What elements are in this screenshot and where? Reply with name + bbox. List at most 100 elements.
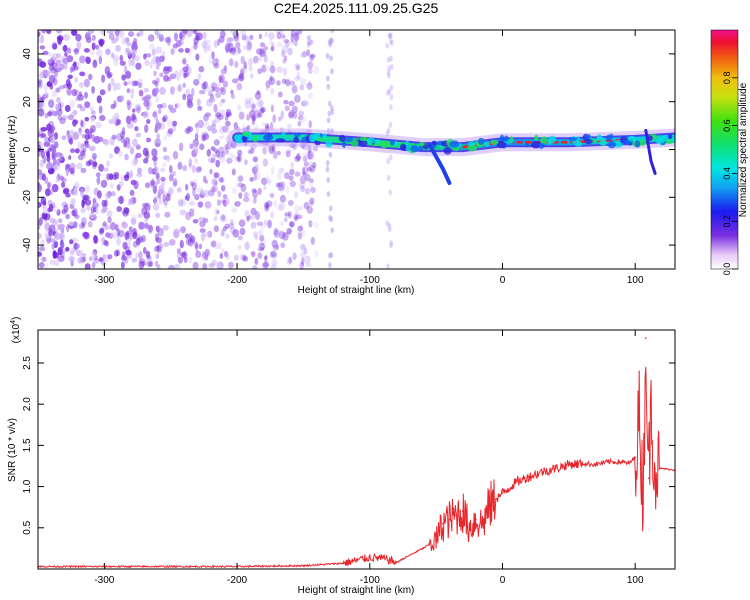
noise-speck: [307, 80, 312, 87]
noise-speck: [52, 43, 58, 50]
noise-speck: [253, 197, 257, 204]
noise-speck: [259, 99, 264, 108]
noise-speck: [218, 74, 225, 83]
ridge-blob: [599, 140, 607, 146]
noise-speck: [148, 167, 153, 175]
noise-speck: [77, 141, 82, 150]
snr-point: [515, 481, 517, 484]
snr-point: [528, 475, 530, 478]
noise-speck: [95, 203, 100, 209]
snr-point: [422, 547, 424, 550]
noise-speck: [106, 73, 112, 79]
noise-speck: [271, 239, 278, 248]
ridge-blob: [294, 132, 301, 137]
noise-speck: [219, 86, 225, 93]
ridge-blob: [351, 139, 359, 148]
noise-speck: [73, 242, 78, 251]
noise-speck: [125, 70, 132, 79]
noise-speck: [38, 132, 41, 138]
noise-speck: [90, 110, 96, 115]
noise-speck: [180, 198, 186, 207]
noise-speck: [206, 99, 213, 107]
noise-speck: [305, 261, 312, 268]
noise-speck: [282, 58, 287, 64]
noise-speck: [204, 179, 209, 184]
noise-speck: [84, 133, 91, 141]
noise-speck: [48, 230, 53, 237]
noise-speck: [307, 68, 313, 74]
noise-speck: [280, 34, 286, 39]
noise-speck: [189, 236, 195, 244]
noise-speck: [288, 109, 295, 118]
noise-speck: [235, 49, 240, 56]
snr-multiplier: (x104): [10, 317, 22, 344]
x-tick-label: -300: [94, 275, 114, 286]
noise-speck: [174, 32, 178, 42]
noise-speck: [146, 261, 152, 268]
noise-speck: [169, 73, 177, 80]
noise-speck: [265, 200, 273, 208]
noise-speck: [49, 84, 54, 90]
noise-speck: [290, 30, 295, 37]
noise-speck: [124, 65, 128, 74]
noise-speck: [111, 231, 117, 239]
noise-speck: [71, 209, 76, 217]
noise-speck: [41, 173, 46, 181]
noise-speck: [219, 155, 226, 164]
noise-speck: [307, 150, 314, 160]
noise-speck: [240, 183, 247, 193]
noise-streak: [157, 108, 162, 115]
noise-speck: [254, 163, 259, 172]
snr-series: [38, 337, 675, 569]
noise-speck: [258, 33, 263, 40]
noise-speck: [144, 217, 149, 223]
noise-speck: [91, 160, 97, 170]
noise-streak: [328, 100, 332, 107]
noise-speck: [125, 171, 130, 178]
noise-speck: [75, 33, 82, 42]
snr-point: [475, 518, 477, 521]
snr-point: [342, 562, 345, 564]
noise-speck: [211, 128, 218, 134]
noise-speck: [267, 219, 272, 229]
noise-speck: [243, 196, 250, 203]
spectrogram-x-axis: -300 -200 -100 0 100: [94, 30, 644, 286]
noise-speck: [126, 41, 132, 47]
ridge-blob: [234, 139, 243, 144]
noise-streak: [326, 117, 331, 124]
noise-speck: [260, 42, 266, 48]
noise-speck: [288, 200, 294, 206]
noise-speck: [268, 145, 275, 154]
noise-speck: [238, 219, 246, 227]
noise-streak: [326, 83, 331, 90]
noise-speck: [296, 71, 301, 80]
noise-speck: [162, 162, 167, 168]
noise-speck: [128, 58, 133, 67]
noise-streak: [389, 94, 394, 101]
noise-speck: [91, 153, 97, 160]
noise-speck: [243, 192, 249, 198]
noise-speck: [130, 48, 137, 55]
noise-speck: [133, 37, 138, 45]
noise-speck: [237, 149, 243, 156]
noise-speck: [108, 153, 114, 159]
noise-speck: [125, 230, 130, 240]
noise-speck: [108, 33, 115, 40]
noise-speck: [103, 167, 109, 172]
noise-speck: [71, 237, 79, 245]
noise-speck: [144, 124, 149, 133]
noise-speck: [107, 83, 112, 92]
noise-speck: [85, 143, 90, 149]
ridge-blob: [574, 140, 583, 147]
noise-speck: [301, 257, 305, 266]
noise-speck: [245, 35, 250, 45]
noise-speck: [283, 99, 289, 105]
noise-speck: [260, 238, 266, 245]
snr-point: [488, 506, 491, 509]
noise-speck: [180, 226, 186, 234]
noise-speck: [235, 41, 241, 49]
noise-speck: [97, 136, 104, 143]
noise-speck: [163, 74, 169, 82]
noise-speck: [152, 185, 157, 194]
noise-speck: [138, 89, 144, 97]
